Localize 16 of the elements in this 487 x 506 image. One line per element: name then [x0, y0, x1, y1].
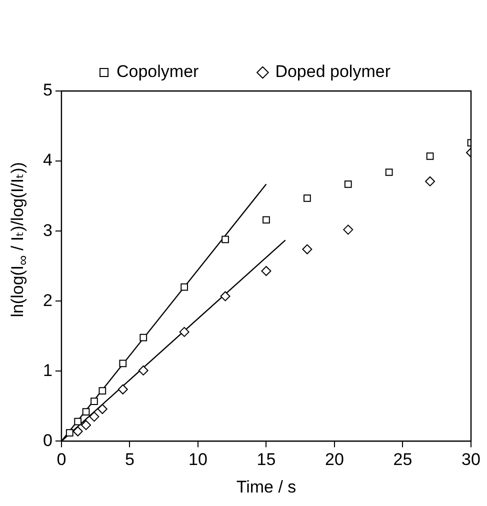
y-tick-label: 2 — [42, 290, 52, 310]
y-tick-label: 5 — [42, 80, 52, 100]
x-tick-label: 0 — [56, 450, 66, 470]
x-tick-label: 15 — [256, 450, 276, 470]
y-tick-label: 4 — [42, 150, 52, 170]
y-tick-label: 0 — [42, 430, 52, 450]
y-tick-label: 3 — [42, 220, 52, 240]
x-tick-label: 25 — [393, 450, 412, 470]
x-tick-label: 10 — [188, 450, 208, 470]
x-tick-label: 5 — [124, 450, 134, 470]
x-tick-label: 30 — [462, 450, 480, 470]
y-tick-label: 1 — [42, 360, 52, 380]
x-axis-title: Time / s — [236, 477, 296, 496]
legend-label: Doped polymer — [275, 62, 391, 82]
x-tick-label: 20 — [325, 450, 344, 470]
legend-label: Copolymer — [116, 62, 200, 82]
